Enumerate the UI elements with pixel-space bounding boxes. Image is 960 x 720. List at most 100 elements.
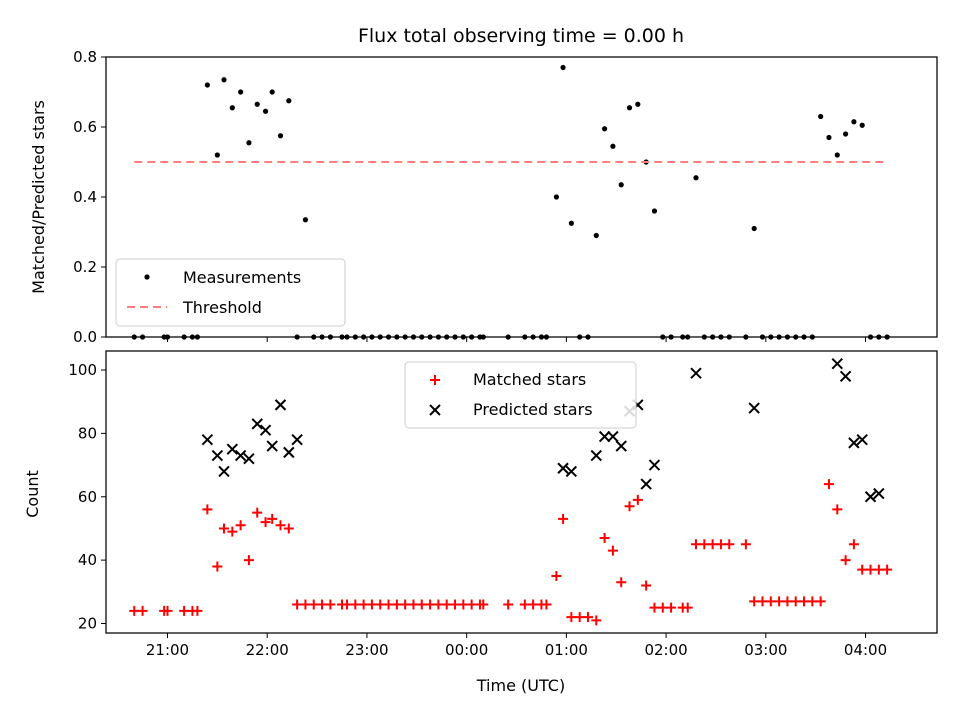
predicted-star-point [226, 443, 239, 455]
matched-star-point [212, 561, 223, 572]
y-tick-label: 40 [78, 551, 97, 569]
measurement-point [726, 334, 732, 340]
matched-star-point [283, 523, 294, 534]
measurement-point [701, 334, 707, 340]
measurement-point [801, 334, 807, 340]
measurement-point [139, 334, 146, 340]
matched-star-point [267, 513, 278, 524]
chart-title: Flux total observing time = 0.00 h [358, 25, 684, 47]
matched-star-point [558, 513, 569, 524]
x-tick-label: 00:00 [445, 641, 488, 659]
legend-marker-predicted [429, 404, 441, 416]
matched-star-point [219, 523, 230, 534]
measurement-point [680, 334, 686, 340]
measurement-point [867, 334, 874, 340]
measurement-point [538, 334, 545, 340]
measurement-point [189, 334, 196, 340]
measurement-point [809, 334, 815, 340]
predicted-star-point [283, 446, 295, 459]
measurement-point [568, 220, 574, 226]
measurement-point [302, 217, 309, 223]
predicted-star-point [690, 367, 702, 379]
x-tick-label: 02:00 [644, 641, 687, 659]
matched-star-point [252, 507, 263, 518]
measurement-point [826, 134, 832, 141]
matched-star-point [832, 504, 843, 515]
measurement-point [505, 334, 511, 340]
measurement-point [444, 334, 450, 340]
predicted-star-point [234, 449, 247, 462]
ratio-panel: 0.0 0.2 0.4 0.6 0.8 Measurements Threshold [73, 48, 938, 346]
matched-star-point [840, 555, 851, 566]
legend-label-measurements: Measurements [183, 268, 301, 287]
matched-star-point [227, 526, 238, 537]
predicted-star-point [259, 424, 272, 436]
predicted-star-point [856, 434, 868, 446]
matched-star-point [599, 532, 610, 543]
y-tick-label: 0.4 [73, 188, 97, 206]
x-tick-label: 01:00 [545, 641, 588, 659]
counts-legend: Matched stars Predicted stars [404, 361, 637, 429]
matched-star-point [616, 577, 627, 588]
predicted-star-point [590, 449, 602, 462]
predicted-star-point [607, 430, 619, 443]
predicted-star-point [557, 462, 569, 474]
counts-frame [105, 350, 938, 634]
matched-star-point [632, 494, 643, 505]
measurement-point [530, 334, 536, 340]
y-tick-label: 0.6 [73, 118, 97, 136]
measurement-point [626, 105, 633, 111]
measurement-point [793, 334, 799, 340]
predicted-star-point [274, 399, 287, 411]
measurement-point [876, 334, 882, 340]
measurement-point [859, 122, 865, 128]
ratio-legend: Measurements Threshold [115, 258, 346, 327]
measurement-point [718, 334, 724, 340]
predicted-star-point [201, 434, 214, 446]
x-tick-label: 23:00 [345, 641, 388, 659]
measurement-point [435, 334, 441, 340]
predicted-star-point [640, 478, 652, 490]
measurement-point [522, 334, 528, 340]
predicted-star-point [873, 487, 885, 500]
measurement-point [768, 334, 774, 340]
measurement-point [410, 334, 417, 340]
measurement-point [610, 143, 616, 149]
legend-frame [404, 361, 637, 429]
measurement-point [344, 334, 350, 340]
measurement-point [834, 152, 840, 158]
measurement-point [254, 101, 260, 107]
measurement-point [262, 108, 269, 114]
y-tick-label: 20 [78, 614, 97, 632]
measurement-point [419, 334, 425, 340]
predicted-star-point [831, 357, 843, 370]
matched-star-point [541, 599, 552, 610]
measurement-point [635, 101, 641, 107]
legend-frame [115, 258, 346, 327]
matched-star-point [325, 599, 336, 610]
measurement-point [269, 89, 275, 95]
matched-star-point [848, 539, 859, 550]
y-tick-label: 60 [78, 488, 97, 506]
x-axis-label: Time (UTC) [476, 676, 565, 695]
measurement-point [543, 334, 550, 340]
predicted-star-point [748, 402, 760, 414]
y-tick-label: 80 [78, 424, 97, 442]
measurement-point [710, 334, 716, 340]
predicted-star-point [251, 418, 263, 430]
predicted-star-point [211, 449, 224, 462]
measurement-point [204, 82, 210, 88]
measurement-point [402, 334, 408, 340]
predicted-star-point [848, 437, 860, 449]
matched-star-point [551, 570, 562, 581]
measurement-point [553, 194, 560, 200]
measurement-point [668, 334, 674, 340]
legend-label-threshold: Threshold [182, 298, 262, 317]
measurement-point [221, 77, 227, 83]
measurement-point [352, 334, 358, 340]
measurement-point [246, 140, 252, 146]
predicted-star-point [266, 440, 278, 452]
measurement-point [751, 225, 757, 232]
measurement-point [238, 89, 244, 95]
